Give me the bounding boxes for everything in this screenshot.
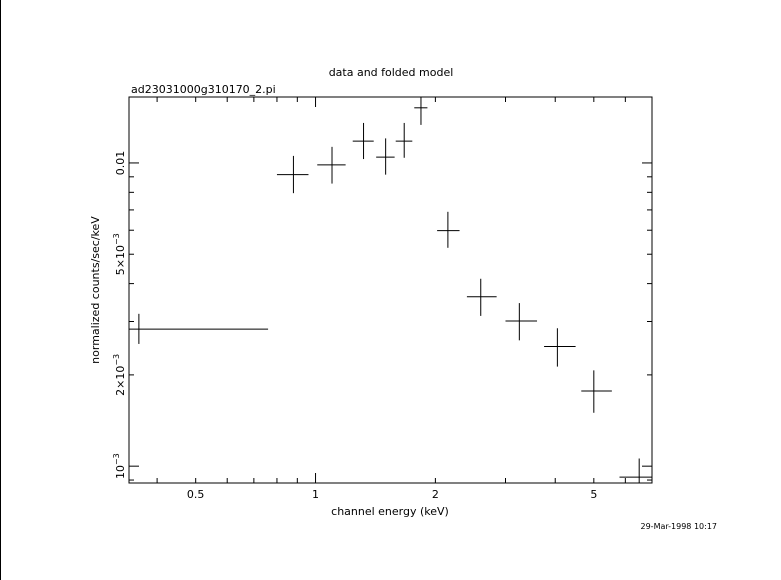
data-point (466, 278, 497, 316)
data-point (505, 303, 538, 341)
data-point (619, 458, 652, 483)
data-points (129, 97, 652, 483)
data-point (352, 122, 374, 160)
window-left-edge (0, 0, 1, 580)
x-axis-label: channel energy (keV) (331, 505, 449, 518)
axis-tick-labels: 0.5 1 2 5 10−3 2×10−3 5×10−3 0.01 (112, 151, 597, 501)
y-tick-label: 10−3 (112, 453, 127, 479)
y-tick-label: 0.01 (114, 151, 127, 176)
data-point (376, 138, 395, 175)
timestamp: 29-Mar-1998 10:17 (641, 522, 718, 531)
data-point (544, 328, 576, 367)
data-point (317, 146, 346, 184)
data-point (129, 313, 269, 344)
data-point (581, 370, 612, 413)
x-tick-label: 2 (432, 488, 439, 501)
plot-frame (128, 96, 653, 484)
data-point (414, 97, 428, 125)
data-point (437, 211, 460, 248)
chart-title: data and folded model (329, 66, 454, 79)
x-tick-label: 5 (590, 488, 597, 501)
x-tick-label: 0.5 (187, 488, 205, 501)
y-axis-label: normalized counts/sec/keV (89, 216, 102, 364)
chart-subtitle: ad23031000g310170_2.pi (131, 83, 276, 96)
x-tick-label: 1 (312, 488, 319, 501)
y-tick-label: 2×10−3 (112, 354, 127, 396)
y-tick-label: 5×10−3 (112, 233, 127, 275)
data-point (276, 155, 309, 194)
axis-ticks (129, 97, 653, 483)
data-point (395, 122, 413, 158)
